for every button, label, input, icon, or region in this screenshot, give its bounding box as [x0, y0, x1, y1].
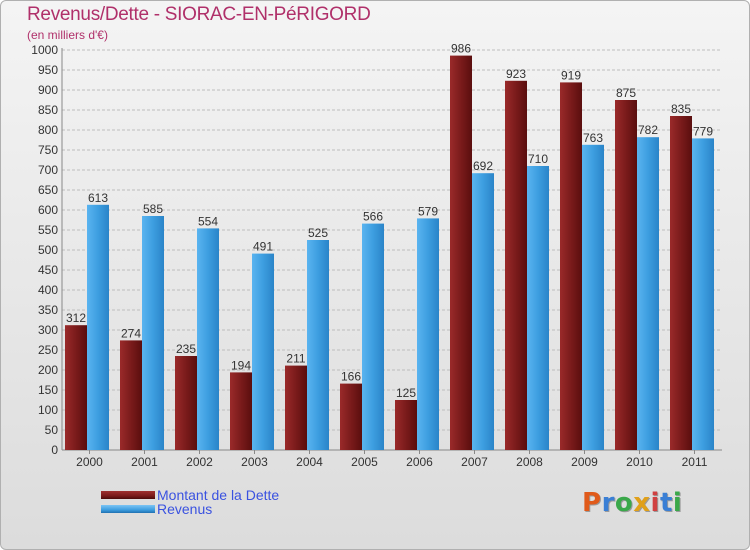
debt-value-label: 235: [176, 342, 196, 356]
x-tick-label: 2006: [406, 455, 433, 469]
y-tick-label: 250: [38, 343, 58, 357]
debt-value-label: 211: [286, 352, 305, 366]
y-tick-label: 350: [38, 303, 58, 317]
revenue-bar: [472, 173, 494, 450]
revenue-bar: [197, 228, 219, 450]
x-tick-label: 2001: [131, 455, 158, 469]
chart-subtitle: (en milliers d'€): [27, 28, 108, 42]
y-tick-label: 150: [38, 383, 58, 397]
y-tick-label: 600: [38, 203, 58, 217]
y-tick-label: 750: [38, 143, 58, 157]
debt-value-label: 923: [506, 67, 526, 81]
revenue-value-label: 710: [528, 152, 548, 166]
x-tick-label: 2008: [516, 455, 543, 469]
debt-bar: [230, 372, 252, 450]
revenue-bar: [582, 144, 604, 451]
revenue-bar: [637, 137, 659, 450]
debt-value-label: 274: [121, 326, 141, 340]
y-tick-label: 800: [38, 123, 58, 137]
x-tick-label: 2009: [571, 455, 598, 469]
debt-bar: [285, 365, 307, 450]
chart-title: Revenus/Dette - SIORAC-EN-PéRIGORD: [27, 4, 371, 25]
debt-value-label: 875: [616, 86, 636, 100]
y-tick-label: 50: [45, 423, 59, 437]
y-tick-label: 700: [38, 163, 58, 177]
revenue-value-label: 692: [473, 159, 493, 173]
revenue-bar: [87, 204, 109, 450]
y-tick-label: 650: [38, 183, 58, 197]
revenue-bar: [307, 240, 329, 450]
x-tick-label: 2005: [351, 455, 378, 469]
revenue-bar: [362, 223, 384, 450]
proxiti-logo: Proxiti: [582, 488, 682, 518]
x-tick-label: 2002: [186, 455, 213, 469]
debt-bar: [175, 356, 197, 450]
debt-value-label: 125: [396, 386, 416, 400]
y-tick-label: 300: [38, 323, 58, 337]
y-tick-label: 1000: [31, 43, 58, 57]
revenue-bar: [417, 218, 439, 450]
legend-item-debt: Montant de la Dette: [101, 487, 279, 503]
logo-letter: x: [633, 488, 651, 518]
debt-bar: [120, 340, 142, 450]
logo-letter: t: [659, 488, 673, 518]
logo-letter: i: [650, 488, 660, 518]
debt-bar: [670, 116, 692, 450]
y-tick-label: 900: [38, 83, 58, 97]
revenue-value-label: 566: [363, 210, 383, 224]
legend-label-revenue: Revenus: [157, 501, 213, 517]
y-tick-label: 950: [38, 63, 58, 77]
x-tick-label: 2010: [626, 455, 653, 469]
legend-swatch-revenue: [101, 505, 155, 513]
legend-swatch-debt: [101, 491, 155, 499]
debt-bar: [395, 400, 417, 450]
y-tick-label: 450: [38, 263, 58, 277]
debt-value-label: 919: [561, 68, 581, 82]
x-tick-label: 2004: [296, 455, 323, 469]
debt-bar: [65, 325, 87, 450]
revenue-bar: [527, 166, 549, 450]
revenue-value-label: 554: [198, 214, 218, 228]
x-tick-label: 2007: [461, 455, 488, 469]
x-tick-label: 2003: [241, 455, 268, 469]
logo-letter: r: [601, 488, 615, 518]
y-tick-label: 100: [38, 403, 58, 417]
debt-value-label: 166: [341, 370, 361, 384]
y-tick-label: 850: [38, 103, 58, 117]
y-tick-label: 500: [38, 243, 58, 257]
x-tick-label: 2011: [682, 455, 708, 469]
revenue-value-label: 763: [583, 131, 603, 145]
revenue-value-label: 491: [253, 240, 273, 254]
legend-label-debt: Montant de la Dette: [157, 487, 280, 503]
debt-value-label: 835: [671, 102, 691, 116]
debt-value-label: 312: [66, 311, 86, 325]
logo-letter: o: [614, 488, 634, 518]
debt-value-label: 194: [231, 358, 251, 372]
revenue-value-label: 782: [638, 123, 658, 137]
debt-bar: [615, 100, 637, 450]
x-tick-label: 2000: [76, 455, 103, 469]
revenue-bar: [252, 253, 274, 450]
revenue-value-label: 585: [143, 202, 163, 216]
debt-bar: [560, 82, 582, 451]
revenue-bar: [142, 216, 164, 450]
debt-bar: [505, 80, 527, 451]
debt-value-label: 986: [451, 42, 471, 56]
y-tick-label: 0: [51, 443, 58, 457]
revenue-bar: [692, 138, 714, 450]
y-tick-label: 400: [38, 283, 58, 297]
y-tick-label: 550: [38, 223, 58, 237]
logo-letter: P: [582, 488, 602, 518]
revenue-value-label: 613: [88, 191, 108, 205]
revenue-value-label: 779: [693, 124, 713, 138]
legend-item-revenue: Revenus: [101, 501, 212, 517]
debt-bar: [450, 55, 472, 450]
revenue-value-label: 579: [418, 204, 438, 218]
revenue-value-label: 525: [308, 226, 328, 240]
debt-bar: [340, 383, 362, 450]
y-tick-label: 200: [38, 363, 58, 377]
logo-letter: i: [672, 488, 683, 518]
